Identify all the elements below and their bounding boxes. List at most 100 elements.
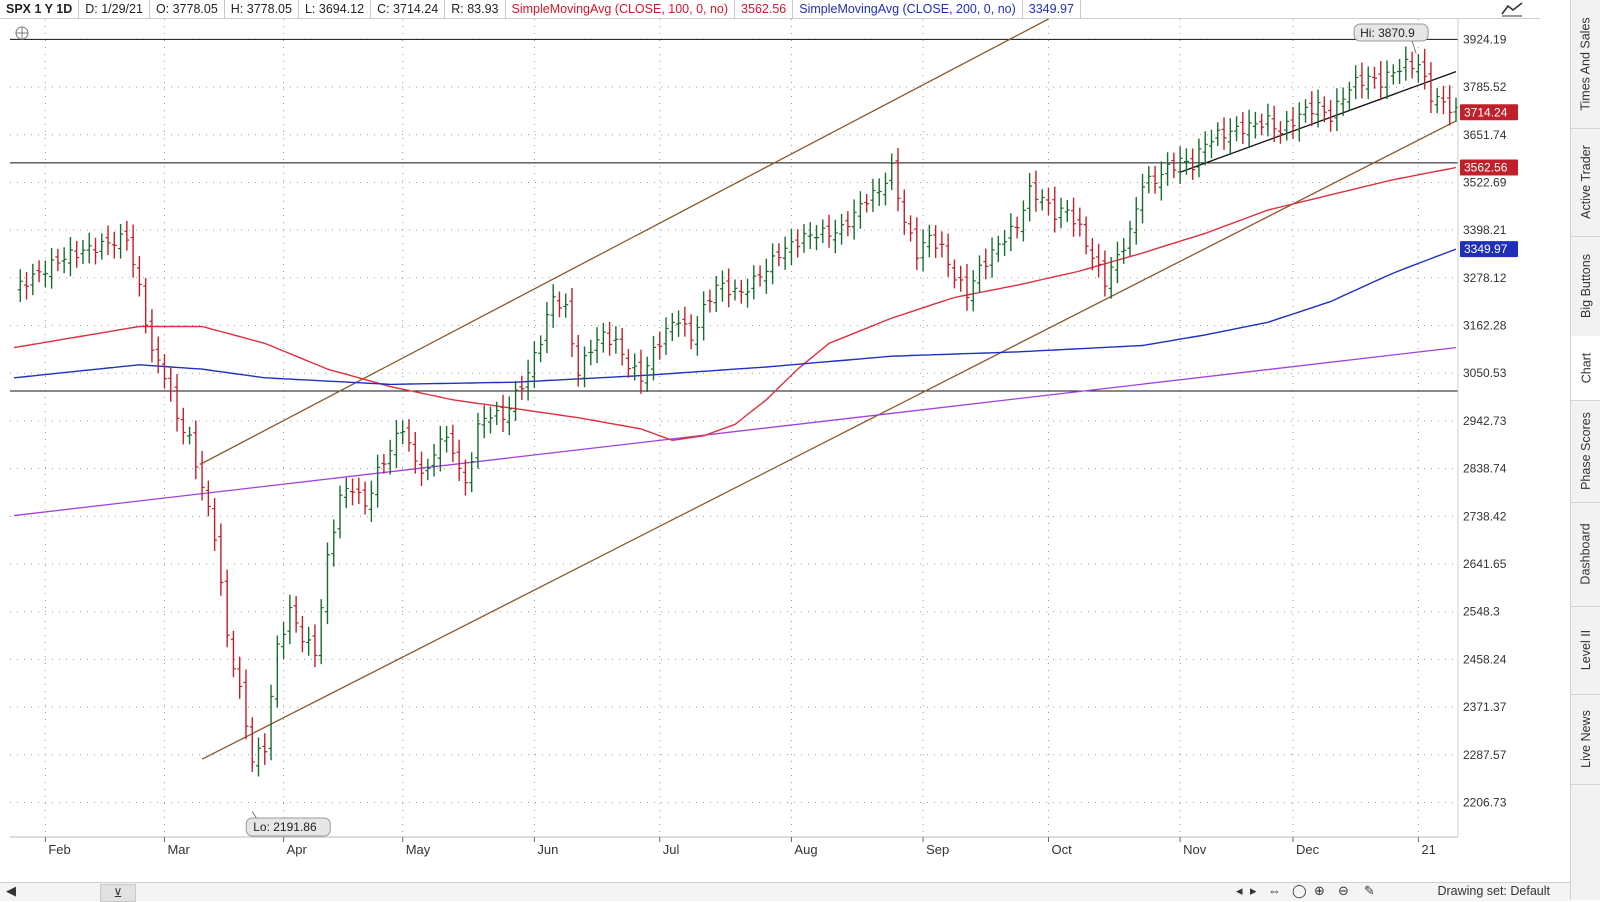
drawing-tool-icon[interactable]: ✎ [1364, 883, 1375, 898]
price-bar [24, 272, 30, 300]
price-bar [1397, 58, 1403, 84]
price-bar [1058, 197, 1064, 229]
sma100-study-label[interactable]: SimpleMovingAvg (CLOSE, 100, 0, no) [506, 0, 736, 18]
price-bar [475, 412, 481, 469]
price-bar [180, 407, 186, 445]
price-axis[interactable]: 3924.19 3785.52 3651.74 3522.69 3398.21 3278.… [1457, 19, 1507, 837]
pan-left-icon[interactable]: ◂ [1236, 883, 1243, 898]
price-bar [977, 255, 983, 293]
price-bar [256, 737, 262, 777]
price-bar [174, 374, 180, 432]
channel-lower [201, 120, 1457, 760]
price-bar [1440, 85, 1446, 115]
price-bar [995, 235, 1001, 263]
price-bar [945, 233, 951, 277]
price-bar [826, 214, 832, 248]
side-tab-label: Live News [1579, 710, 1594, 768]
time-axis[interactable]: Feb Mar Apr May Jun Jul Aug Sep Oct Nov Dec 21 [10, 836, 1458, 857]
price-bar [638, 349, 644, 394]
price-bar [814, 225, 820, 251]
zoom-in-icon[interactable]: ⊕ [1314, 883, 1325, 898]
price-bar [387, 439, 393, 475]
price-bar [218, 523, 224, 596]
y-tick-label: 3651.74 [1463, 128, 1507, 142]
price-bar [563, 293, 569, 318]
range-label: R: 83.93 [445, 0, 506, 18]
price-bar [951, 259, 957, 289]
price-bar [707, 289, 713, 313]
sma200-value: 3349.97 [1023, 0, 1081, 18]
drawing-set-label[interactable]: Drawing set: Default [1437, 884, 1550, 898]
price-bar [588, 339, 594, 366]
price-bar [161, 354, 167, 389]
price-bar [864, 193, 870, 213]
y-tick-label: 3522.69 [1463, 175, 1507, 189]
reset-icon[interactable]: ◯ [1292, 883, 1307, 898]
price-bar [694, 316, 700, 356]
plot-area[interactable] [10, 19, 1458, 837]
close-label: C: 3714.24 [371, 0, 446, 18]
pan-right-icon[interactable]: ▸ [1250, 883, 1257, 898]
price-bar [118, 224, 124, 259]
price-bar [726, 268, 732, 308]
price-bar [1165, 152, 1171, 186]
expand-icon[interactable]: ⇔ [1268, 883, 1281, 898]
bottom-toolbar: ⊻ ◀ ◂ ▸ ⇔ ◯ ⊕ ⊖ ✎ Drawing set: Default [0, 882, 1570, 902]
side-tab-label: Phase Scores [1579, 412, 1594, 490]
price-bar [324, 542, 330, 625]
side-tab-big-buttons[interactable]: Big Buttons [1571, 236, 1600, 337]
price-bar [1409, 51, 1415, 79]
price-bar [105, 225, 111, 256]
price-bar [657, 331, 663, 360]
price-bar [1240, 112, 1246, 144]
price-bar [124, 220, 130, 251]
price-bar [882, 172, 888, 206]
price-bar [1284, 111, 1290, 141]
side-tab-phase-scores[interactable]: Phase Scores [1571, 400, 1600, 503]
side-tab-chart[interactable]: Chart [1571, 336, 1600, 401]
scroll-left-icon[interactable]: ◀ [6, 883, 16, 898]
price-bar [857, 191, 863, 229]
price-bar [368, 480, 374, 522]
price-bar [1303, 99, 1309, 123]
y-tick-label: 2287.57 [1463, 748, 1507, 762]
collapse-button[interactable]: ⊻ [100, 884, 136, 902]
y-tick-label: 2942.73 [1463, 414, 1507, 428]
sma200-study-label[interactable]: SimpleMovingAvg (CLOSE, 200, 0, no) [793, 0, 1023, 18]
price-bar [1447, 85, 1453, 126]
side-tab-active-trader[interactable]: Active Trader [1571, 128, 1600, 237]
chart-style-icon[interactable] [1500, 0, 1524, 18]
price-bar [1158, 161, 1164, 201]
sma200-badge: 3349.97 [1464, 242, 1508, 256]
price-bar [381, 454, 387, 474]
hi-lo-labels: Hi: 3870.9 Lo: 2191.86 [245, 23, 1429, 837]
price-bar [312, 624, 318, 668]
lo-label: Lo: 2191.86 [253, 820, 317, 834]
price-bar [1353, 65, 1359, 100]
price-bar [964, 264, 970, 311]
price-bars [17, 46, 1459, 777]
price-bar [1428, 62, 1434, 114]
y-tick-label: 2548.3 [1463, 605, 1500, 619]
zoom-out-icon[interactable]: ⊖ [1338, 883, 1349, 898]
price-bar [807, 222, 813, 250]
price-bar [770, 243, 776, 285]
symbol-label[interactable]: SPX 1 Y 1D [0, 0, 80, 18]
price-chart[interactable]: 3924.19 3785.52 3651.74 3522.69 3398.21 3278.… [0, 0, 1570, 882]
price-bar [1252, 111, 1258, 139]
side-tab-dashboard[interactable]: Dashboard [1571, 502, 1600, 607]
side-tab-level-ii[interactable]: Level II [1571, 606, 1600, 695]
price-bar [1020, 200, 1026, 242]
side-tab-live-news[interactable]: Live News [1571, 694, 1600, 785]
side-tab-times-and-sales[interactable]: Times And Sales [1571, 0, 1600, 129]
y-tick-label: 2458.24 [1463, 652, 1507, 666]
price-bar [481, 405, 487, 439]
price-bar [450, 424, 456, 463]
price-bar [701, 291, 707, 341]
price-bar [230, 630, 236, 678]
x-tick-label: Feb [48, 842, 70, 857]
price-bar [274, 635, 280, 708]
lo-pointer [251, 811, 257, 819]
side-tab-label: Dashboard [1579, 523, 1593, 585]
x-tick-label: Mar [167, 842, 190, 857]
